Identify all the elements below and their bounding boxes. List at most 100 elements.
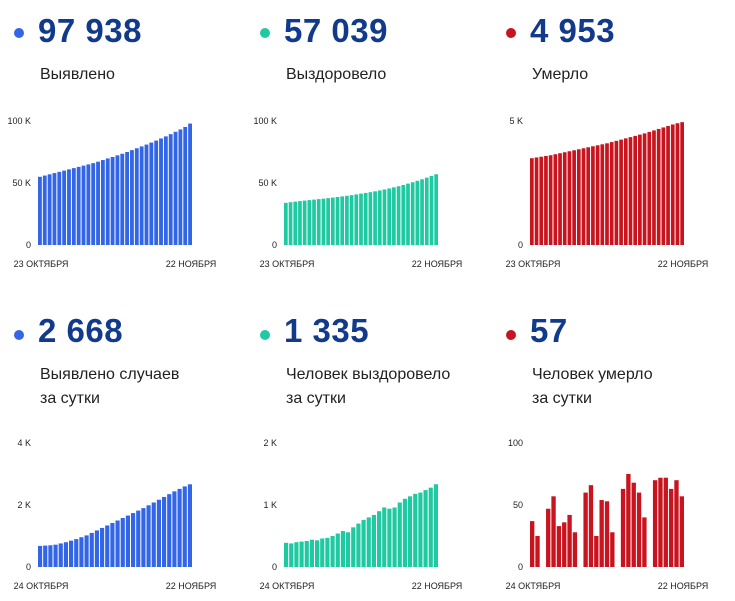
y-tick-label: 100 K	[7, 116, 31, 126]
bar	[84, 535, 89, 567]
bar	[663, 477, 668, 567]
bar	[63, 542, 68, 567]
bar	[188, 123, 192, 245]
y-tick-label: 0	[26, 240, 31, 250]
x-start-label: 23 ОКТЯБРЯ	[14, 259, 69, 269]
bar	[304, 540, 309, 567]
bar	[53, 544, 58, 567]
bar-chart: 0 50 K 100 K 23 ОКТЯБРЯ 22 НОЯБРЯ	[253, 116, 462, 269]
bar	[562, 522, 567, 567]
bar	[588, 485, 594, 567]
bar	[159, 138, 163, 245]
bar	[48, 545, 53, 567]
stat-value: 4 953	[530, 12, 616, 49]
y-tick-label: 0	[272, 240, 277, 250]
bar	[397, 502, 402, 567]
bar	[125, 152, 130, 245]
bar	[52, 173, 57, 245]
x-start-label: 23 ОКТЯБРЯ	[260, 259, 315, 269]
bar	[125, 515, 130, 567]
bar	[330, 536, 335, 567]
bar	[595, 145, 600, 245]
bar	[382, 189, 387, 245]
bar	[91, 163, 96, 245]
bar	[642, 133, 647, 245]
stat-value: 57	[530, 312, 568, 349]
bar	[572, 532, 578, 567]
bar	[371, 514, 376, 567]
bar	[544, 155, 548, 245]
y-tick-label: 0	[518, 240, 523, 250]
legend-dot	[260, 330, 270, 340]
x-start-label: 24 ОКТЯБРЯ	[506, 581, 561, 591]
bar	[361, 519, 366, 567]
bar	[173, 131, 178, 245]
bar	[340, 196, 345, 245]
stat-label: Человек выздоровело за сутки	[286, 366, 451, 407]
bar	[146, 505, 151, 567]
bar	[631, 482, 636, 567]
bar	[120, 153, 125, 245]
bar	[289, 543, 294, 567]
bar	[656, 128, 661, 245]
bar	[658, 477, 663, 567]
bar	[346, 532, 351, 567]
y-tick-label: 2 K	[263, 438, 277, 448]
bar	[345, 195, 349, 245]
bar	[553, 154, 558, 245]
bar	[69, 540, 74, 567]
bar	[134, 148, 139, 245]
bar	[377, 190, 382, 245]
bar	[321, 198, 326, 245]
bar	[392, 187, 396, 245]
bar	[293, 201, 298, 245]
bar	[670, 124, 675, 245]
bar	[340, 531, 345, 567]
bar	[401, 184, 406, 245]
bar	[535, 536, 540, 567]
x-end-label: 22 НОЯБРЯ	[166, 259, 217, 269]
bar	[546, 508, 551, 567]
bar	[614, 140, 619, 245]
stat-value: 2 668	[38, 312, 124, 349]
x-end-label: 22 НОЯБРЯ	[166, 581, 217, 591]
y-tick-label: 100	[508, 438, 523, 448]
bar	[642, 517, 647, 567]
bar	[661, 127, 666, 245]
stat-label: Выявлено	[40, 66, 115, 83]
y-tick-label: 100 K	[253, 116, 277, 126]
bar	[406, 183, 410, 245]
bar	[115, 520, 120, 567]
bar	[38, 545, 43, 567]
bar	[638, 134, 642, 245]
y-tick-label: 5 K	[509, 116, 523, 126]
bar	[94, 530, 99, 567]
bar	[429, 175, 434, 245]
bar	[387, 508, 392, 567]
bar-chart: 0 1 K 2 K 24 ОКТЯБРЯ 22 НОЯБРЯ	[260, 438, 463, 591]
bar-chart: 0 50 K 100 K 23 ОКТЯБРЯ 22 НОЯБРЯ	[7, 116, 217, 269]
bar	[605, 143, 609, 245]
bar	[548, 155, 553, 245]
bar	[89, 532, 94, 567]
bar	[105, 525, 110, 567]
bar	[105, 158, 110, 245]
stat-label: Человек умерло за сутки	[532, 366, 653, 407]
bar	[530, 521, 535, 567]
bar	[433, 484, 438, 567]
bar	[316, 199, 321, 245]
bar	[299, 541, 304, 567]
bar	[359, 193, 363, 245]
bar	[680, 122, 684, 245]
bar	[586, 147, 591, 245]
bar	[556, 526, 562, 567]
bar	[71, 168, 76, 245]
bar	[420, 179, 424, 245]
x-end-label: 22 НОЯБРЯ	[412, 581, 463, 591]
stat-panel: 1 335 Человек выздоровело за сутки 0 1 K 2 K…	[246, 0, 491, 591]
bar	[284, 542, 289, 567]
bar	[57, 171, 62, 245]
bar	[154, 140, 159, 245]
bar	[74, 539, 79, 567]
stat-panel: 2 668 Выявлено случаев за сутки 0 2 K 4 K 24 …	[0, 0, 245, 591]
